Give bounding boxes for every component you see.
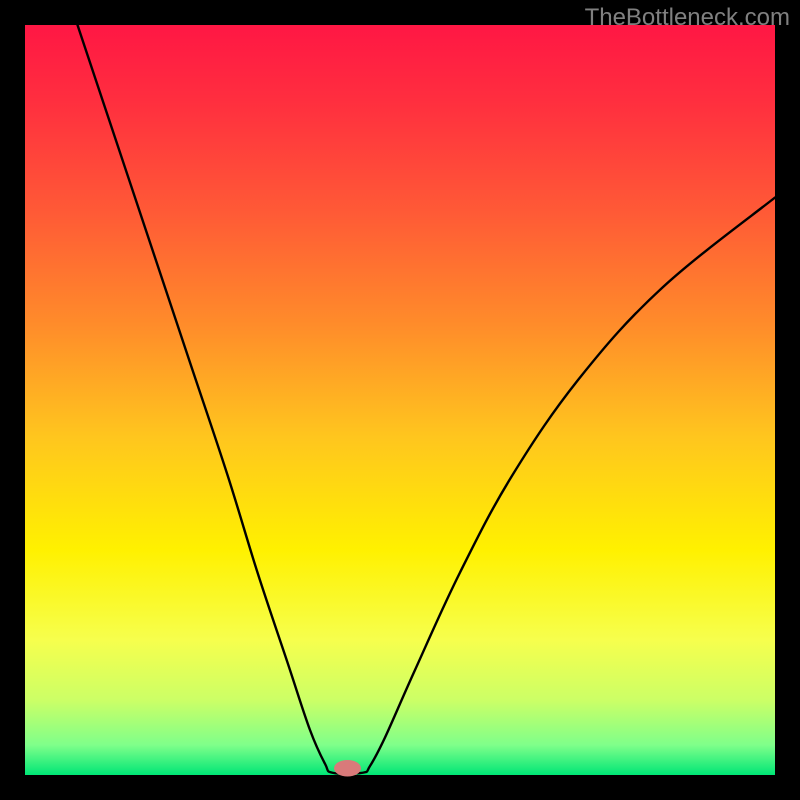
chart-container: TheBottleneck.com [0, 0, 800, 800]
bottleneck-chart [0, 0, 800, 800]
plot-background [25, 25, 775, 775]
watermark-text: TheBottleneck.com [585, 4, 790, 32]
optimal-point-marker [334, 760, 361, 777]
